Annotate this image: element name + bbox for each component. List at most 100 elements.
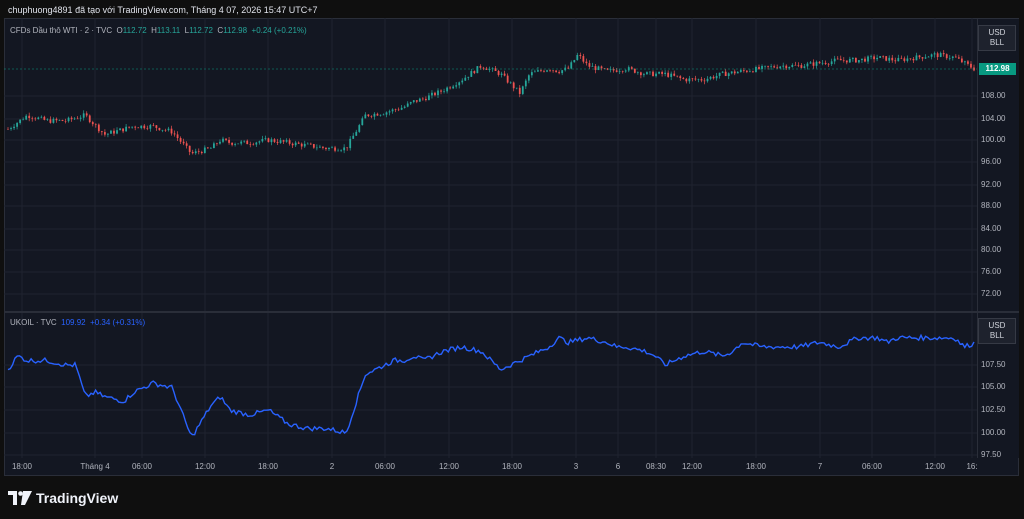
wti-candle	[255, 141, 258, 147]
wti-legend[interactable]: CFDs Dầu thô WTI · 2 · TVC O112.72 H113.…	[10, 26, 307, 35]
ukoil-price-tick: 97.50	[981, 450, 1002, 459]
wti-candle	[370, 115, 373, 119]
pane-divider[interactable]	[4, 311, 1019, 313]
wti-candle	[249, 141, 252, 148]
wti-candle	[46, 118, 49, 122]
wti-candle	[385, 111, 388, 118]
wti-candle	[494, 65, 497, 72]
wti-candle	[355, 129, 358, 136]
wti-candle	[34, 117, 37, 121]
wti-candle	[228, 136, 230, 145]
time-tick: 18:00	[11, 462, 33, 471]
wti-candle	[319, 144, 321, 148]
wti-price-tick: 76.00	[981, 267, 1002, 276]
wti-candle	[388, 109, 391, 116]
wti-candle	[873, 54, 875, 63]
wti-candle	[867, 55, 869, 64]
wti-candle	[661, 70, 663, 77]
ukoil-symbol[interactable]: UKOIL · TVC	[10, 318, 57, 327]
wti-candle	[300, 142, 303, 150]
wti-candle	[724, 69, 727, 77]
wti-candle	[79, 115, 82, 122]
wti-candle	[879, 56, 882, 59]
wti-price-chart[interactable]	[4, 18, 977, 311]
wti-candle	[97, 123, 100, 134]
wti-candle	[537, 66, 539, 72]
wti-candle	[818, 61, 821, 64]
wti-candle	[331, 145, 333, 149]
wti-low-label: L	[184, 26, 190, 35]
wti-candle	[506, 73, 509, 84]
wti-candle	[19, 119, 22, 125]
wti-candle	[455, 82, 458, 89]
time-axis[interactable]: 18:00 Tháng 4 06:00 12:00 18:00 2 06:00 12:00 18…	[4, 458, 978, 475]
wti-candle	[558, 70, 561, 75]
ukoil-currency: USD	[988, 321, 1006, 330]
wti-candle	[288, 138, 291, 146]
wti-candle	[549, 69, 551, 73]
wti-candle	[521, 85, 524, 96]
ukoil-price-chart[interactable]	[4, 313, 977, 458]
wti-candle	[833, 55, 836, 65]
wti-candle	[258, 140, 261, 145]
wti-open: 112.72	[122, 26, 147, 35]
wti-candle	[609, 66, 612, 73]
wti-candle	[854, 57, 857, 63]
wti-candle	[482, 66, 485, 71]
wti-candle	[797, 62, 800, 68]
ukoil-currency-button[interactable]: USD BLL	[978, 318, 1016, 344]
wti-candle	[700, 76, 703, 83]
wti-price-tick: 80.00	[981, 245, 1002, 254]
wti-candle	[803, 64, 806, 69]
wti-candle	[464, 74, 467, 81]
wti-candle	[428, 92, 430, 101]
wti-candle	[924, 54, 927, 60]
wti-candle	[773, 64, 776, 69]
ukoil-change: +0.34 (+0.31%)	[90, 318, 146, 327]
wti-candle	[246, 139, 249, 145]
brand-name: TradingView	[36, 490, 119, 506]
wti-candle	[55, 117, 58, 123]
wti-candle	[727, 72, 730, 80]
wti-candle	[967, 60, 969, 66]
wti-candle	[576, 52, 579, 61]
wti-candle	[37, 116, 40, 120]
wti-candle	[918, 54, 921, 60]
wti-candle	[237, 143, 240, 145]
wti-candle	[219, 139, 221, 145]
wti-candle	[679, 75, 682, 81]
wti-price-tick: 72.00	[981, 289, 1002, 298]
wti-candle	[585, 58, 588, 66]
wti-candle	[306, 142, 309, 145]
wti-candle	[930, 53, 933, 60]
wti-candle	[794, 61, 797, 66]
wti-candle	[467, 76, 470, 81]
ukoil-series-line	[7, 333, 975, 436]
wti-candle	[745, 69, 748, 74]
wti-candle	[64, 118, 67, 124]
wti-candle	[561, 69, 564, 76]
wti-candle	[621, 70, 624, 74]
wti-candle	[194, 148, 197, 155]
wti-candle	[839, 55, 842, 61]
wti-symbol[interactable]: CFDs Dầu thô WTI · 2 · TVC	[10, 26, 113, 35]
wti-candle	[915, 52, 918, 61]
wti-candle	[152, 122, 155, 127]
wti-candle	[721, 71, 724, 74]
ukoil-legend[interactable]: UKOIL · TVC 109.92 +0.34 (+0.31%)	[10, 318, 145, 327]
wti-candle	[412, 99, 415, 104]
wti-candle	[352, 132, 355, 139]
wti-candle	[688, 75, 691, 84]
wti-candle	[534, 69, 536, 73]
wti-candle	[440, 89, 442, 95]
wti-currency-button[interactable]: USD BLL	[978, 25, 1016, 51]
wti-candle	[343, 144, 346, 154]
wti-candle	[643, 72, 645, 78]
wti-candle	[936, 51, 939, 60]
time-tick: 06:00	[131, 462, 153, 471]
wti-candle	[588, 60, 591, 70]
wti-candle	[476, 66, 479, 74]
wti-candle	[76, 116, 79, 120]
wti-candle	[16, 122, 18, 130]
wti-candle	[421, 97, 424, 101]
